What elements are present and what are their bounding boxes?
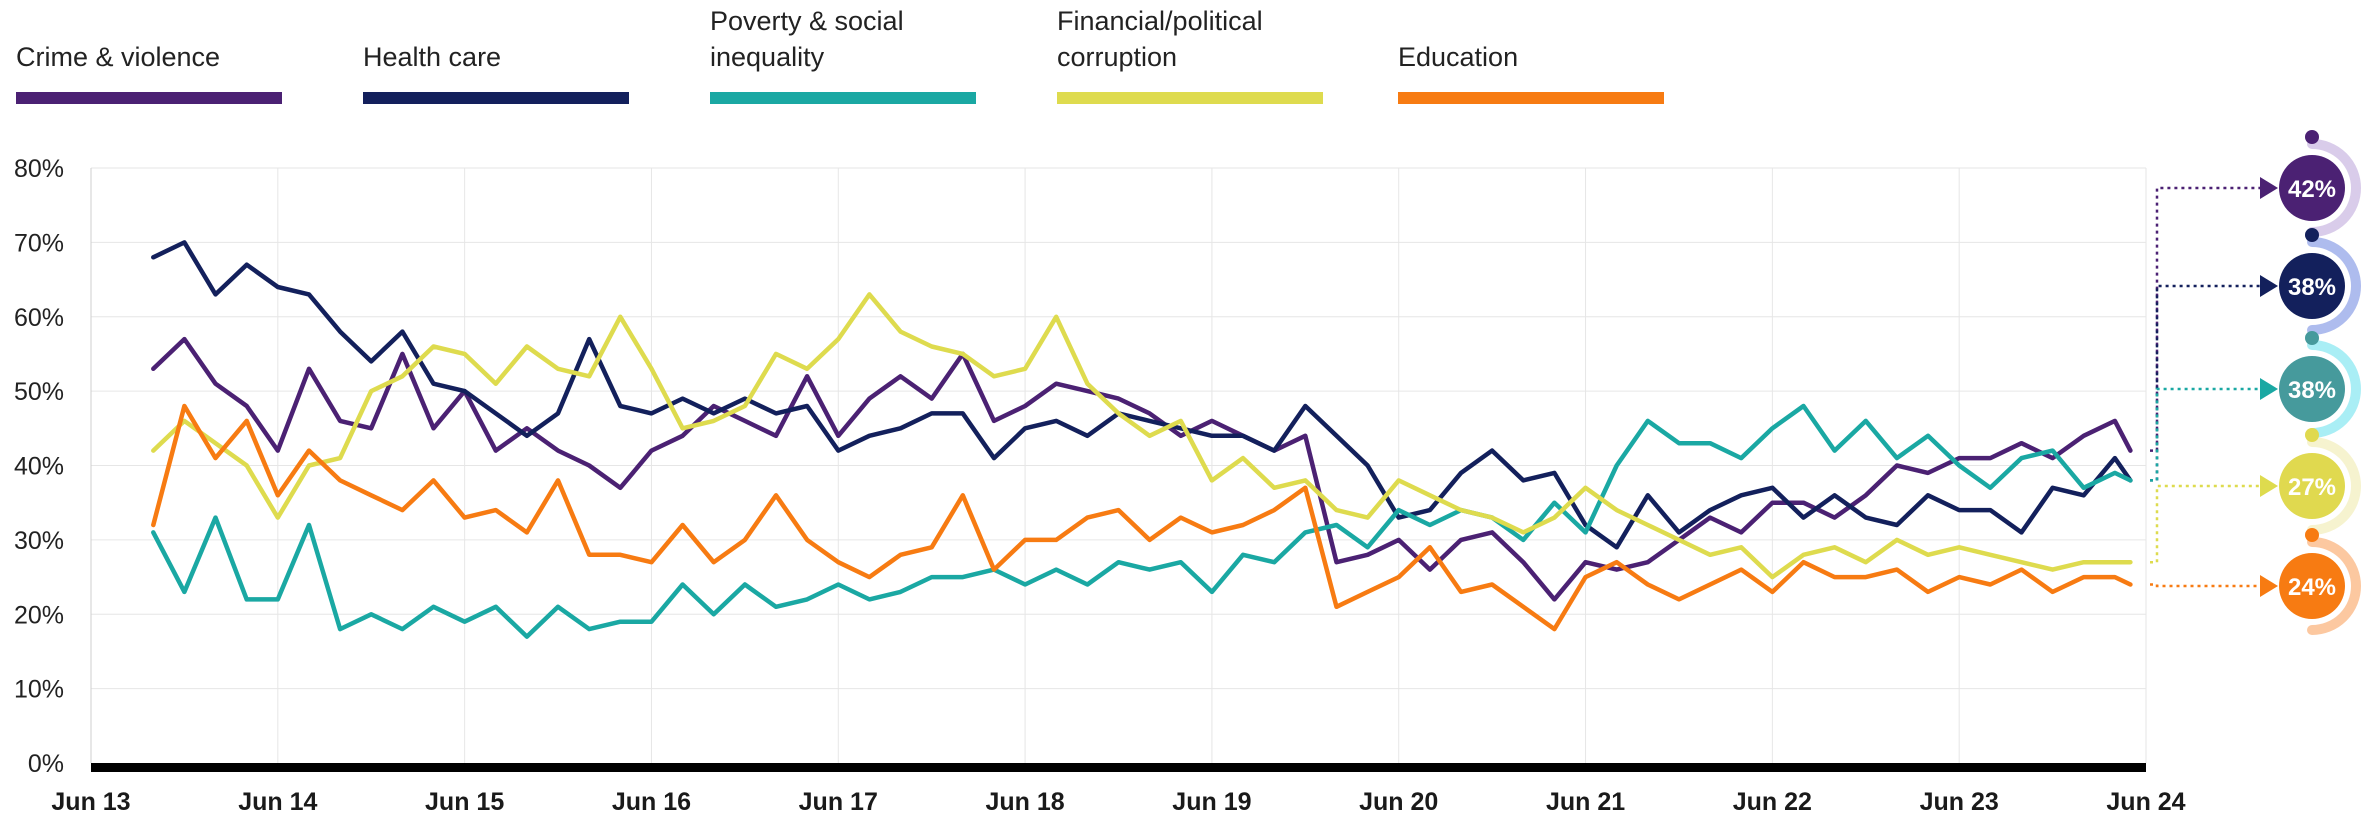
legend-swatch-poverty-social-inequality bbox=[710, 92, 976, 104]
series-line-crime-violence bbox=[151, 336, 2133, 602]
badge-ring-financial-political-corruption bbox=[2307, 437, 2361, 535]
connector-arrow-education bbox=[2260, 575, 2278, 597]
badge-value-education: 24% bbox=[2288, 574, 2336, 601]
legend-label-health-care: Health care bbox=[363, 42, 501, 72]
legend-label-financial-political-corruption: Financial/political corruption bbox=[1057, 6, 1263, 72]
latest-value-badges: 42% 38% 38% 27% 24% bbox=[2279, 130, 2361, 635]
legend-label-line: corruption bbox=[1057, 42, 1177, 72]
series-line-poverty-social-inequality bbox=[151, 403, 2133, 639]
legend-label-line: Financial/political bbox=[1057, 6, 1263, 36]
connector-arrow-financial-political-corruption bbox=[2260, 475, 2278, 497]
badge-circle-financial-political-corruption bbox=[2279, 453, 2345, 519]
badge-value-financial-political-corruption: 27% bbox=[2288, 474, 2336, 501]
x-tick-label: Jun 20 bbox=[1359, 788, 1438, 814]
connector-financial-political-corruption bbox=[2150, 484, 2260, 564]
legend-label-poverty-social-inequality: Poverty & social inequality bbox=[710, 6, 904, 72]
x-tick-label: Jun 18 bbox=[985, 788, 1064, 814]
series-line-education bbox=[151, 403, 2133, 632]
chart-legend: Crime & violence Health care Poverty & soc… bbox=[16, 6, 1664, 104]
badge-dot-health-care bbox=[2305, 228, 2319, 242]
connector-poverty-social-inequality bbox=[2150, 387, 2260, 482]
badge-ring-health-care bbox=[2307, 237, 2361, 335]
badge-value-poverty-social-inequality: 38% bbox=[2288, 377, 2336, 404]
legend-label-line: Poverty & social bbox=[710, 6, 904, 36]
connector-arrow-health-care bbox=[2260, 275, 2278, 297]
badge-circle-health-care bbox=[2279, 253, 2345, 319]
x-tick-label: Jun 22 bbox=[1733, 788, 1812, 814]
y-tick-label: 70% bbox=[14, 229, 64, 257]
y-axis-ticks: 0% 10% 20% 30% 40% 50% 60% 70% 80% bbox=[14, 155, 64, 778]
badge-circle-poverty-social-inequality bbox=[2279, 356, 2345, 422]
badge-ring-crime-violence bbox=[2307, 139, 2361, 237]
legend-swatch-financial-political-corruption bbox=[1057, 92, 1323, 104]
badge-dot-poverty-social-inequality bbox=[2305, 331, 2319, 345]
x-axis-ticks: Jun 13 Jun 14 Jun 15 Jun 16 Jun 17 Jun 18 Jun … bbox=[51, 788, 2185, 814]
y-tick-label: 20% bbox=[14, 601, 64, 629]
series-lines bbox=[151, 240, 2133, 639]
badge-value-health-care: 38% bbox=[2288, 274, 2336, 301]
series-line-health-care bbox=[151, 240, 2133, 550]
legend-swatch-health-care bbox=[363, 92, 629, 104]
badge-value-crime-violence: 42% bbox=[2288, 176, 2336, 203]
x-tick-label: Jun 13 bbox=[51, 788, 130, 814]
series-line-financial-political-corruption bbox=[151, 292, 2133, 580]
badge-dot-financial-political-corruption bbox=[2305, 428, 2319, 442]
connector-education bbox=[2150, 583, 2260, 588]
connector-health-care bbox=[2150, 284, 2260, 482]
x-tick-label: Jun 23 bbox=[1920, 788, 1999, 814]
connector-arrow-crime-violence bbox=[2260, 177, 2278, 199]
connector-arrow-poverty-social-inequality bbox=[2260, 378, 2278, 400]
badge-dot-education bbox=[2305, 528, 2319, 542]
badge-circle-education bbox=[2279, 553, 2345, 619]
legend-label-crime-violence: Crime & violence bbox=[16, 42, 220, 72]
y-tick-label: 10% bbox=[14, 676, 64, 704]
x-tick-label: Jun 15 bbox=[425, 788, 504, 814]
x-tick-label: Jun 19 bbox=[1172, 788, 1251, 814]
y-tick-label: 50% bbox=[14, 378, 64, 406]
x-tick-label: Jun 14 bbox=[238, 788, 317, 814]
x-tick-label: Jun 21 bbox=[1546, 788, 1625, 814]
y-tick-label: 40% bbox=[14, 453, 64, 481]
y-tick-label: 80% bbox=[14, 155, 64, 183]
x-tick-label: Jun 24 bbox=[2106, 788, 2185, 814]
legend-swatch-crime-violence bbox=[16, 92, 282, 104]
x-axis-baseline bbox=[91, 763, 2146, 772]
y-tick-label: 30% bbox=[14, 527, 64, 555]
badge-dot-crime-violence bbox=[2305, 130, 2319, 144]
badge-ring-education bbox=[2307, 537, 2361, 635]
y-tick-label: 60% bbox=[14, 304, 64, 332]
chart-grid bbox=[90, 167, 2147, 772]
y-tick-label: 0% bbox=[28, 750, 64, 778]
connector-crime-violence bbox=[2150, 186, 2260, 452]
latest-connectors bbox=[2150, 177, 2278, 597]
legend-label-education: Education bbox=[1398, 42, 1518, 72]
badge-circle-crime-violence bbox=[2279, 155, 2345, 221]
x-tick-label: Jun 17 bbox=[799, 788, 878, 814]
badge-ring-poverty-social-inequality bbox=[2307, 340, 2361, 438]
legend-swatch-education bbox=[1398, 92, 1664, 104]
legend-label-line: inequality bbox=[710, 42, 825, 72]
x-tick-label: Jun 16 bbox=[612, 788, 691, 814]
